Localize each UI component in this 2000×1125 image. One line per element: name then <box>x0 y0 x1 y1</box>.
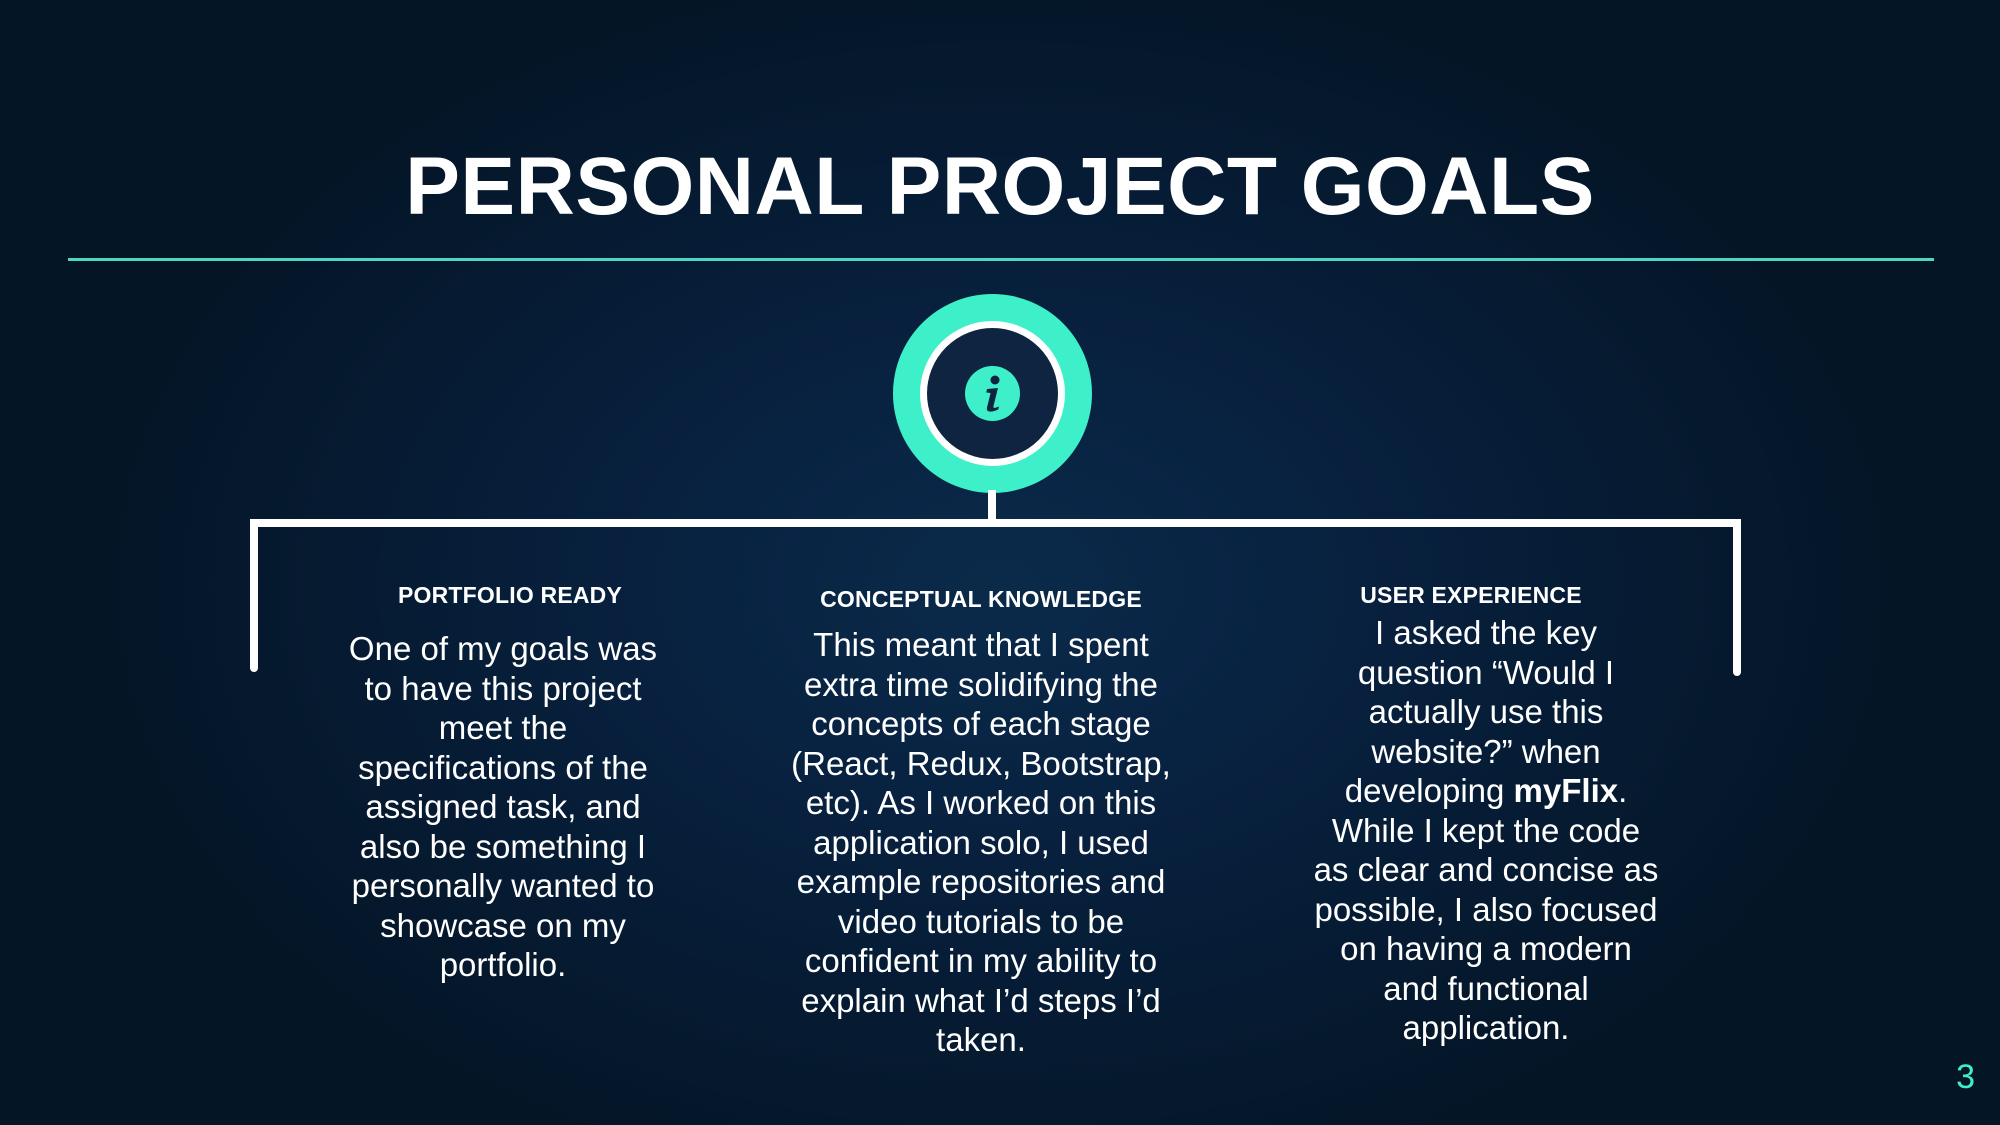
project-name: myFlix <box>1513 772 1619 809</box>
goal-description: I asked the key question “Would I actual… <box>1310 613 1662 1048</box>
goal-description-part: . While I kept the code as clear and con… <box>1313 772 1659 1046</box>
bracket-left-leg <box>250 519 258 672</box>
goal-column-portfolio: PORTFOLIO READY One of my goals was to h… <box>340 0 666 1125</box>
info-icon <box>893 294 1092 493</box>
goal-description-part: I asked the key question “Would I actual… <box>1344 614 1615 809</box>
goal-heading: PORTFOLIO READY <box>397 582 623 608</box>
goal-heading: CONCEPTUAL KNOWLEDGE <box>820 586 1142 612</box>
goal-column-conceptual: CONCEPTUAL KNOWLEDGE This meant that I s… <box>790 0 1172 1125</box>
connector-stem <box>988 490 996 522</box>
goal-description: One of my goals was to have this project… <box>348 630 658 983</box>
goal-column-user-experience: USER EXPERIENCE I asked the key question… <box>1310 0 1662 1125</box>
title-divider <box>68 258 1934 261</box>
goal-heading: USER EXPERIENCE <box>1360 582 1582 608</box>
page-number: 3 <box>1956 1058 1975 1096</box>
slide-title: PERSONAL PROJECT GOALS <box>405 141 1595 232</box>
info-icon-inner-circle <box>920 321 1065 466</box>
info-icon-badge <box>965 366 1020 421</box>
bracket-right-leg <box>1733 519 1741 676</box>
bracket-top-line <box>250 519 1741 527</box>
goal-description: This meant that I spent extra time solid… <box>791 626 1171 1058</box>
info-glyph-icon <box>985 375 999 412</box>
